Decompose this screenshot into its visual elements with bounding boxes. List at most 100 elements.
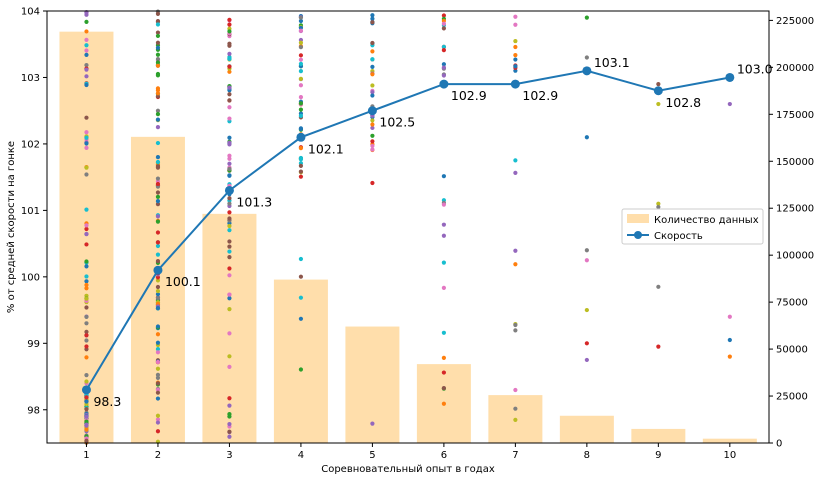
scatter-point <box>298 256 304 262</box>
scatter-point <box>84 130 89 135</box>
data-label-6: 102.9 <box>451 88 487 103</box>
scatter-point <box>155 164 161 169</box>
data-label-2: 100.1 <box>165 274 201 289</box>
scatter-point <box>155 288 161 294</box>
x-tick-label: 6 <box>441 450 447 461</box>
scatter-point <box>370 64 375 69</box>
scatter-point <box>155 381 161 386</box>
scatter-point <box>298 157 304 162</box>
scatter-point <box>513 44 518 50</box>
speed-point-8 <box>582 66 592 76</box>
scatter-point <box>370 147 375 152</box>
scatter-point <box>227 364 232 369</box>
scatter-point <box>84 407 89 412</box>
scatter-point <box>155 324 161 329</box>
scatter-point <box>298 169 304 174</box>
scatter-point <box>441 285 446 290</box>
scatter-point <box>727 337 732 343</box>
scatter-point <box>155 214 161 219</box>
scatter-point <box>84 259 89 264</box>
scatter-point <box>513 262 518 267</box>
scatter-point <box>227 273 232 278</box>
scatter-point <box>584 258 589 263</box>
data-label-10: 103.0 <box>737 61 773 76</box>
scatter-point <box>84 242 89 247</box>
scatter-point <box>441 385 446 391</box>
scatter-point <box>227 17 232 22</box>
scatter-point <box>84 333 89 338</box>
data-label-1: 98.3 <box>93 394 121 409</box>
y-tick-label: 103 <box>21 73 40 84</box>
y2-tick-label: 25000 <box>776 392 808 403</box>
scatter-point <box>513 170 518 175</box>
scatter-point <box>584 357 589 363</box>
scatter-point <box>155 125 161 130</box>
y-tick-label: 100 <box>21 272 40 283</box>
scatter-point <box>227 307 232 312</box>
scatter-point <box>370 118 375 123</box>
data-label-5: 102.5 <box>379 115 415 130</box>
scatter-point <box>155 292 161 297</box>
scatter-point <box>227 161 232 166</box>
bar-9 <box>631 428 686 443</box>
scatter-point <box>155 194 161 199</box>
legend-entry-bar: Количество данных <box>654 215 759 226</box>
scatter-point <box>155 88 161 93</box>
scatter-point <box>227 41 232 46</box>
scatter-point <box>298 45 304 50</box>
scatter-point <box>84 37 89 42</box>
scatter-point <box>584 15 589 20</box>
scatter-point <box>656 101 661 107</box>
scatter-point <box>370 143 375 149</box>
scatter-point <box>227 140 232 145</box>
scatter-point <box>155 91 161 96</box>
scatter-point <box>298 40 304 45</box>
scatter-point <box>227 249 232 254</box>
scatter-point <box>370 16 375 21</box>
scatter-point <box>298 274 304 279</box>
scatter-point <box>155 22 161 27</box>
scatter-point <box>227 135 232 140</box>
scatter-point <box>370 421 375 426</box>
scatter-point <box>227 51 232 56</box>
y-axis-right: 0 25000 50000 75000 100000 125000 150000 175000… <box>769 16 814 450</box>
scatter-point <box>370 139 375 144</box>
scatter-point <box>84 48 89 53</box>
x-tick-label: 5 <box>369 450 375 461</box>
scatter-point <box>298 146 304 151</box>
scatter-point <box>370 122 375 127</box>
bar-4 <box>273 279 328 443</box>
scatter-point <box>227 223 232 229</box>
scatter-point <box>84 165 89 170</box>
scatter-point <box>227 292 232 297</box>
scatter-point <box>513 406 518 411</box>
scatter-point <box>227 196 232 201</box>
scatter-point <box>727 101 732 107</box>
bar-10 <box>702 438 757 443</box>
scatter-point <box>441 65 446 70</box>
scatter-point <box>155 202 161 207</box>
data-label-8: 103.1 <box>594 55 630 70</box>
scatter-point <box>155 230 161 235</box>
data-label-3: 101.3 <box>236 194 272 209</box>
scatter-point <box>298 18 304 24</box>
speed-line <box>85 69 731 391</box>
scatter-point <box>513 328 518 333</box>
scatter-point <box>84 427 89 432</box>
scatter-point <box>513 57 518 62</box>
y-tick-label: 102 <box>21 139 40 150</box>
scatter-point <box>84 19 89 24</box>
scatter-point <box>155 340 161 345</box>
scatter-point <box>298 69 304 74</box>
scatter-point <box>298 95 304 100</box>
scatter-point <box>441 62 446 67</box>
scatter-point <box>155 359 161 365</box>
scatter-point <box>155 176 161 181</box>
scatter-point <box>155 240 161 245</box>
scatter-point <box>441 233 446 238</box>
x-tick-label: 1 <box>83 450 89 461</box>
scatter-point <box>298 107 304 112</box>
plot-frame <box>46 10 770 444</box>
scatter-point <box>155 60 161 65</box>
scatter-point <box>227 210 232 215</box>
